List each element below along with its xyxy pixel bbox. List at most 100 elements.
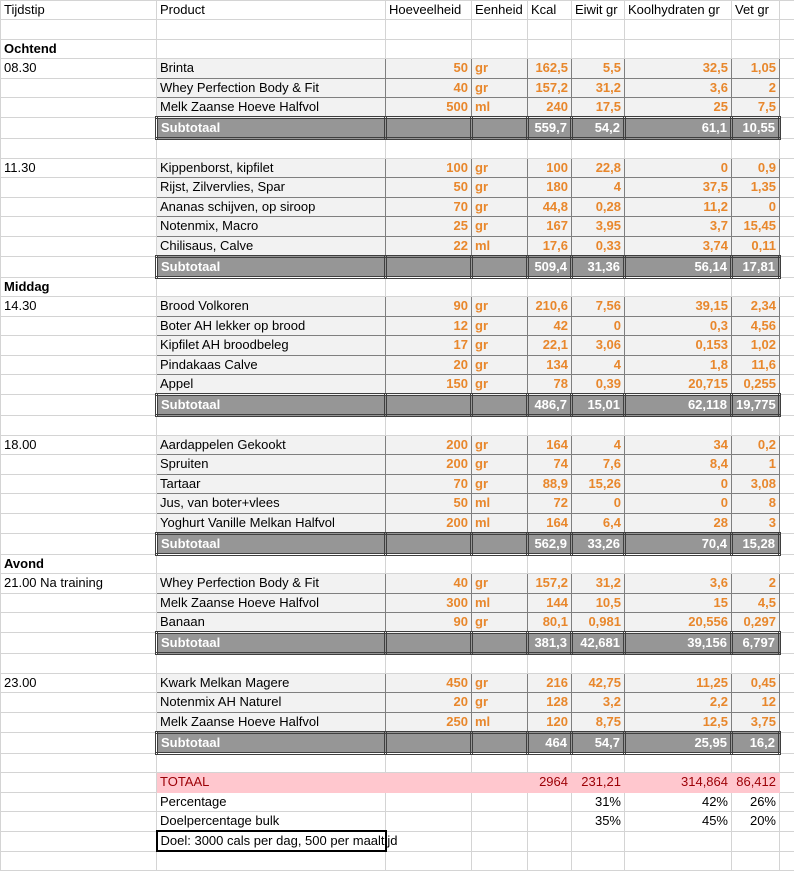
cell-eiwit[interactable]: 22,8 — [571, 157, 625, 178]
cell-hoeveelheid[interactable]: 22 — [385, 235, 472, 257]
cell-product[interactable]: Whey Perfection Body & Fit — [156, 573, 386, 594]
empty-cell[interactable] — [470, 531, 529, 556]
empty-cell[interactable] — [0, 255, 157, 278]
cell-product[interactable]: Notenmix, Macro — [156, 216, 386, 237]
cell-eenheid[interactable]: ml — [471, 235, 528, 257]
cell-eiwit[interactable]: 0 — [571, 315, 625, 336]
empty-cell[interactable] — [0, 791, 157, 812]
subtotal-label[interactable]: Subtotaal — [155, 531, 387, 556]
cell-eiwit[interactable]: 31,2 — [571, 77, 625, 98]
cell-eenheid[interactable]: gr — [471, 335, 528, 356]
empty-cell[interactable] — [384, 393, 473, 417]
cell-vet[interactable]: 0,11 — [731, 235, 780, 257]
empty-cell[interactable] — [156, 138, 386, 159]
empty-cell[interactable] — [571, 553, 625, 574]
cell-koolhydraten[interactable]: 0 — [624, 157, 732, 178]
cell-hoeveelheid[interactable]: 40 — [385, 77, 472, 98]
empty-cell[interactable] — [385, 830, 472, 852]
cell-eiwit[interactable]: 0,39 — [571, 374, 625, 395]
cell-koolhydraten[interactable]: 0 — [624, 493, 732, 514]
empty-cell[interactable] — [779, 830, 794, 852]
empty-cell[interactable] — [527, 791, 572, 812]
cell-eenheid[interactable]: gr — [471, 216, 528, 237]
empty-cell[interactable] — [0, 532, 157, 555]
cell-vet[interactable]: 1,05 — [731, 58, 780, 79]
time-cell[interactable] — [0, 692, 157, 713]
empty-cell[interactable] — [779, 394, 794, 416]
empty-cell[interactable] — [779, 315, 794, 336]
empty-cell[interactable] — [156, 19, 386, 40]
subtotal-eiwit[interactable]: 54,7 — [570, 730, 626, 755]
time-cell[interactable]: 18.00 — [0, 434, 157, 455]
subtotal-kcal[interactable]: 486,7 — [526, 393, 573, 417]
empty-cell[interactable] — [779, 791, 794, 812]
subtotal-label[interactable]: Subtotaal — [155, 730, 387, 755]
empty-cell[interactable] — [779, 612, 794, 633]
empty-cell[interactable] — [731, 415, 780, 436]
percentage-label[interactable]: Percentage — [156, 791, 386, 812]
subtotal-vet[interactable]: 6,797 — [730, 631, 781, 655]
cell-hoeveelheid[interactable]: 500 — [385, 97, 472, 118]
empty-cell[interactable] — [527, 811, 572, 832]
totaal-label[interactable]: TOTAAL — [156, 772, 386, 793]
empty-cell[interactable] — [156, 752, 386, 773]
cell-hoeveelheid[interactable]: 50 — [385, 58, 472, 79]
empty-cell[interactable] — [470, 393, 529, 417]
cell-eenheid[interactable]: gr — [471, 315, 528, 336]
percentage-vet[interactable]: 26% — [731, 791, 780, 812]
subtotal-eiwit[interactable]: 33,26 — [570, 531, 626, 556]
header-kcal[interactable]: Kcal — [527, 0, 572, 20]
time-cell[interactable] — [0, 592, 157, 613]
cell-product[interactable]: Yoghurt Vanille Melkan Halfvol — [156, 512, 386, 534]
cell-hoeveelheid[interactable]: 40 — [385, 573, 472, 594]
cell-eiwit[interactable]: 31,2 — [571, 573, 625, 594]
cell-eenheid[interactable]: gr — [471, 196, 528, 217]
empty-cell[interactable] — [471, 415, 528, 436]
cell-koolhydraten[interactable]: 20,715 — [624, 374, 732, 395]
time-cell[interactable] — [0, 315, 157, 336]
cell-kcal[interactable]: 100 — [527, 157, 572, 178]
cell-hoeveelheid[interactable]: 50 — [385, 493, 472, 514]
cell-hoeveelheid[interactable]: 200 — [385, 454, 472, 475]
empty-cell[interactable] — [527, 19, 572, 40]
cell-eenheid[interactable]: gr — [471, 177, 528, 198]
time-cell[interactable] — [0, 493, 157, 514]
empty-cell[interactable] — [471, 791, 528, 812]
empty-cell[interactable] — [779, 77, 794, 98]
empty-cell[interactable] — [779, 177, 794, 198]
empty-cell[interactable] — [470, 116, 529, 140]
empty-cell[interactable] — [731, 830, 780, 852]
doelpercentage-eiwit[interactable]: 35% — [571, 811, 625, 832]
cell-eiwit[interactable]: 15,26 — [571, 473, 625, 494]
subtotal-koolhydraten[interactable]: 70,4 — [623, 531, 733, 556]
cell-eiwit[interactable]: 3,95 — [571, 216, 625, 237]
empty-cell[interactable] — [385, 19, 472, 40]
cell-hoeveelheid[interactable]: 200 — [385, 434, 472, 455]
cell-vet[interactable]: 0 — [731, 196, 780, 217]
subtotal-eiwit[interactable]: 15,01 — [570, 393, 626, 417]
empty-cell[interactable] — [385, 850, 472, 871]
empty-cell[interactable] — [385, 415, 472, 436]
empty-cell[interactable] — [624, 752, 732, 773]
time-cell[interactable] — [0, 512, 157, 534]
empty-cell[interactable] — [0, 731, 157, 754]
empty-cell[interactable] — [527, 38, 572, 59]
empty-cell[interactable] — [731, 276, 780, 297]
cell-eenheid[interactable]: gr — [471, 473, 528, 494]
cell-product[interactable]: Whey Perfection Body & Fit — [156, 77, 386, 98]
empty-cell[interactable] — [571, 19, 625, 40]
empty-cell[interactable] — [624, 415, 732, 436]
empty-cell[interactable] — [471, 752, 528, 773]
empty-cell[interactable] — [471, 276, 528, 297]
empty-cell[interactable] — [571, 276, 625, 297]
subtotal-kcal[interactable]: 464 — [526, 730, 573, 755]
cell-eenheid[interactable]: gr — [471, 573, 528, 594]
cell-product[interactable]: Aardappelen Gekookt — [156, 434, 386, 455]
empty-cell[interactable] — [779, 196, 794, 217]
subtotal-koolhydraten[interactable]: 39,156 — [623, 631, 733, 655]
cell-vet[interactable]: 11,6 — [731, 354, 780, 375]
empty-cell[interactable] — [779, 216, 794, 237]
empty-cell[interactable] — [470, 730, 529, 755]
subtotal-label[interactable]: Subtotaal — [155, 254, 387, 279]
empty-cell[interactable] — [471, 830, 528, 852]
